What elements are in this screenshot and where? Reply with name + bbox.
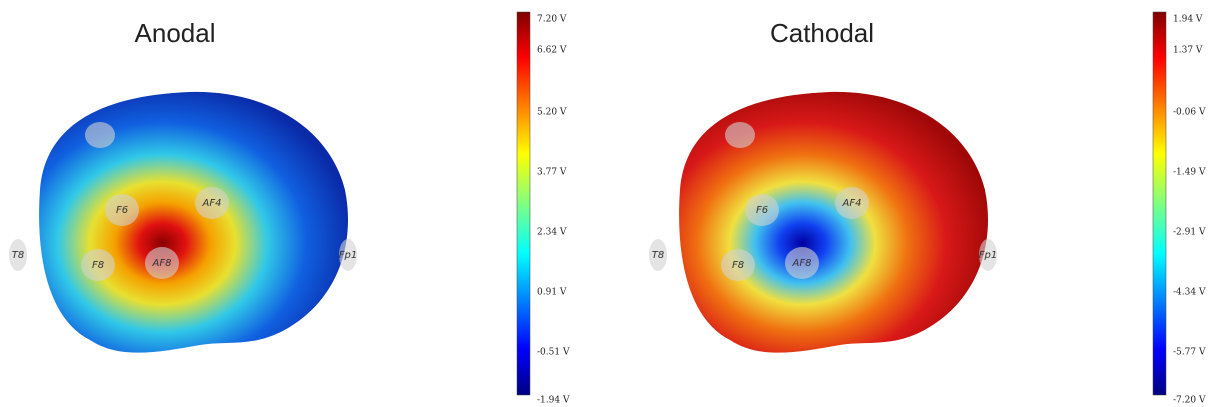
colorbar (517, 12, 530, 395)
colorbar-label: 7.20 V (537, 15, 567, 25)
colorbar-label: 2.34 V (537, 228, 567, 238)
colorbar-label: -1.94 V (537, 396, 570, 406)
panel-title: Cathodal (770, 18, 874, 48)
colorbar-label: 0.91 V (537, 288, 567, 298)
electrode-marker (725, 122, 755, 148)
electrode-label: AF8 (792, 258, 812, 269)
electrode-label: Fp1 (979, 250, 997, 261)
panel: Cathodal 1.94 V 1.37 V -0.06 V -1.49 V -2.91 … (649, 12, 1206, 406)
brain-map (679, 92, 988, 353)
panel: Anodal 7.20 V 6.62 V 5.20 V 3.77 V 2.34 V 0.91… (9, 12, 570, 406)
colorbar-label: -4.34 V (1173, 288, 1206, 298)
colorbar-label: 5.20 V (537, 108, 567, 118)
colorbar-label: -0.51 V (537, 348, 570, 358)
colorbar-label: -7.20 V (1173, 396, 1206, 406)
colorbar-label: 1.94 V (1173, 15, 1203, 25)
electrode-label: F6 (116, 205, 128, 216)
colorbar-label: 6.62 V (537, 46, 567, 56)
colorbar-label: -5.77 V (1173, 348, 1206, 358)
colorbar-label: -0.06 V (1173, 108, 1206, 118)
figure: Anodal 7.20 V 6.62 V 5.20 V 3.77 V 2.34 V 0.91… (0, 0, 1215, 407)
colorbar-label: -1.49 V (1173, 168, 1206, 178)
colorbar (1153, 12, 1166, 395)
electrode-label: AF4 (842, 198, 862, 209)
colorbar-label: 3.77 V (537, 168, 567, 178)
electrode-label: Fp1 (339, 250, 357, 261)
electrode-label: AF4 (202, 198, 222, 209)
colorbar-label: 1.37 V (1173, 46, 1203, 56)
electrode-label: F8 (92, 260, 104, 271)
electrode-label: F8 (732, 260, 744, 271)
electrode-label: T8 (12, 250, 24, 261)
electrode-label: F6 (756, 205, 768, 216)
electrode-marker (85, 122, 115, 148)
electrode-label: T8 (652, 250, 664, 261)
electrode-label: AF8 (152, 258, 172, 269)
colorbar-label: -2.91 V (1173, 228, 1206, 238)
brain-map (39, 92, 348, 353)
panel-title: Anodal (135, 18, 216, 48)
